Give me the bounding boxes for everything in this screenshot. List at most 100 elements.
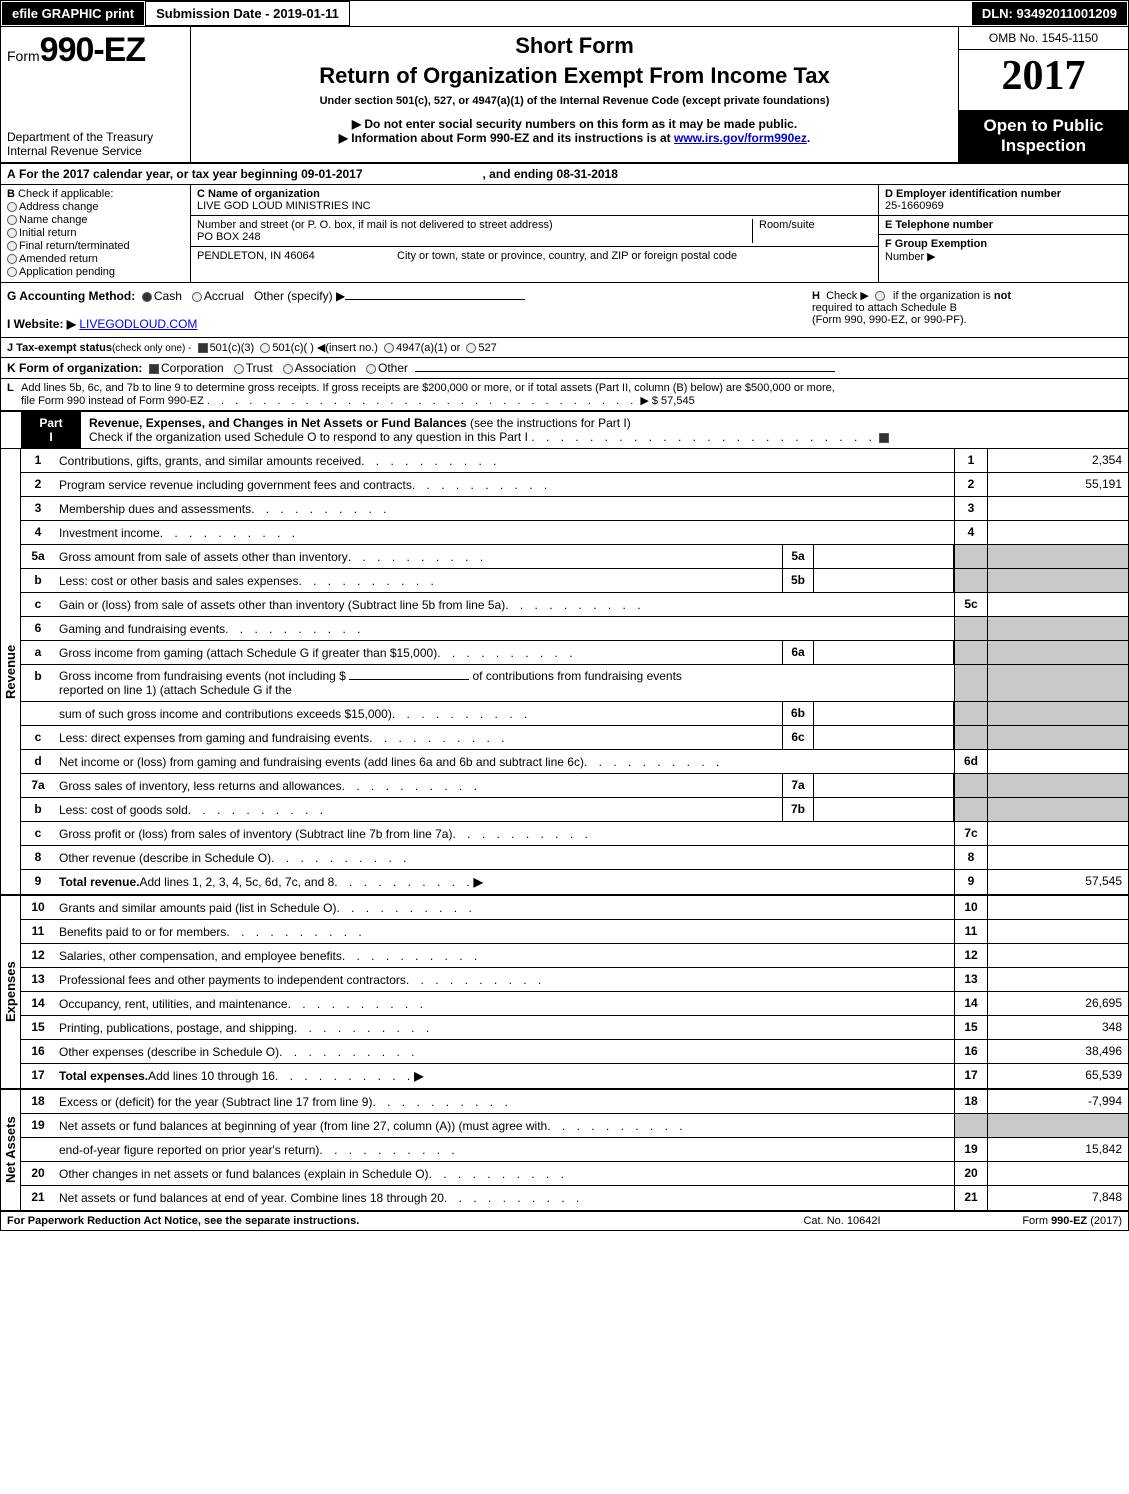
box-number: 19 xyxy=(954,1138,988,1161)
box-value xyxy=(988,944,1128,967)
checkbox-4947[interactable] xyxy=(384,343,394,353)
checkbox-trust[interactable] xyxy=(234,364,244,374)
part1-title: Revenue, Expenses, and Changes in Net As… xyxy=(89,416,467,430)
dots: . . . . . . . . . . xyxy=(429,1167,568,1181)
radio-accrual[interactable] xyxy=(192,292,202,302)
box-value: 38,496 xyxy=(988,1040,1128,1063)
line-row: cGross profit or (loss) from sales of in… xyxy=(21,822,1128,846)
box-value xyxy=(988,920,1128,943)
line-number: 20 xyxy=(21,1162,55,1185)
box-value: 57,545 xyxy=(988,870,1128,894)
d-label: D Employer identification number xyxy=(885,188,1122,200)
checkbox-schedule-o[interactable] xyxy=(879,433,889,443)
line-number xyxy=(21,702,55,725)
k-corp: Corporation xyxy=(161,361,224,375)
box-value xyxy=(988,896,1128,919)
checkbox-application-pending[interactable]: Application pending xyxy=(7,266,184,278)
box-number xyxy=(954,665,988,701)
j-label: J Tax-exempt status xyxy=(7,342,112,354)
c-city-label: City or town, state or province, country… xyxy=(397,250,872,262)
h-t2: if the organization is xyxy=(893,290,994,302)
footer-right: Form 990-EZ (2017) xyxy=(942,1215,1122,1227)
label-a: A xyxy=(7,167,16,181)
dots: . . . . . . . . . . xyxy=(412,478,551,492)
checkbox-final-return[interactable]: Final return/terminated xyxy=(7,240,184,252)
checkbox-corporation[interactable] xyxy=(149,364,159,374)
dln: DLN: 93492011001209 xyxy=(971,1,1128,26)
form-header: Form990-EZ Department of the Treasury In… xyxy=(0,27,1129,164)
checkbox-address-change[interactable]: Address change xyxy=(7,201,184,213)
line-number: 3 xyxy=(21,497,55,520)
radio-cash[interactable] xyxy=(142,292,152,302)
d-ein: 25-1660969 xyxy=(885,200,1122,212)
line-row: 19Net assets or fund balances at beginni… xyxy=(21,1114,1128,1138)
row-j: J Tax-exempt status(check only one) - 50… xyxy=(1,338,1128,358)
checkbox-amended-return[interactable]: Amended return xyxy=(7,253,184,265)
dots: . . . . . . . . . . xyxy=(288,997,427,1011)
dots: . . . . . . . . . . xyxy=(392,707,531,721)
topbar-spacer xyxy=(350,1,971,26)
line-number: 13 xyxy=(21,968,55,991)
form990ez-link[interactable]: www.irs.gov/form990ez xyxy=(674,131,807,145)
topbar: efile GRAPHIC print Submission Date - 20… xyxy=(0,0,1129,27)
footer-left: For Paperwork Reduction Act Notice, see … xyxy=(7,1215,742,1227)
line-number: 6 xyxy=(21,617,55,640)
box-value: 26,695 xyxy=(988,992,1128,1015)
box-value xyxy=(988,1162,1128,1185)
line-row: cGain or (loss) from sale of assets othe… xyxy=(21,593,1128,617)
open-to-public: Open to Public Inspection xyxy=(959,110,1128,162)
box-value: 348 xyxy=(988,1016,1128,1039)
line-number: c xyxy=(21,726,55,749)
line-number: 11 xyxy=(21,920,55,943)
line-row: bLess: cost of goods sold . . . . . . . … xyxy=(21,798,1128,822)
line-description: end-of-year figure reported on prior yea… xyxy=(55,1138,954,1161)
checkbox-initial-return[interactable]: Initial return xyxy=(7,227,184,239)
header-left: Form990-EZ Department of the Treasury In… xyxy=(1,27,191,162)
checkbox-h[interactable] xyxy=(875,291,885,301)
line-number: 7a xyxy=(21,774,55,797)
line-row: 12Salaries, other compensation, and empl… xyxy=(21,944,1128,968)
dots: . . . . . . . . . . xyxy=(547,1119,686,1133)
c-addr-label: Number and street (or P. O. box, if mail… xyxy=(197,219,752,231)
line-row: 17Total expenses. Add lines 10 through 1… xyxy=(21,1064,1128,1088)
checkbox-name-change[interactable]: Name change xyxy=(7,214,184,226)
box-number: 7c xyxy=(954,822,988,845)
box-value xyxy=(988,726,1128,749)
line-row: sum of such gross income and contributio… xyxy=(21,702,1128,726)
line-row: 11Benefits paid to or for members . . . … xyxy=(21,920,1128,944)
c-addr: PO BOX 248 xyxy=(197,231,752,243)
website-link[interactable]: LIVEGODLOUD.COM xyxy=(79,317,197,331)
title-return: Return of Organization Exempt From Incom… xyxy=(203,63,946,89)
f-label: F Group Exemption xyxy=(885,238,1122,250)
dots: . . . . . . . . . . xyxy=(369,731,508,745)
dots: . . . . . . . . . . xyxy=(279,1045,418,1059)
box-value xyxy=(988,702,1128,725)
line-description: Net income or (loss) from gaming and fun… xyxy=(55,750,954,773)
dots: . . . . . . . . . . xyxy=(452,827,591,841)
line-number: 15 xyxy=(21,1016,55,1039)
line-number: 17 xyxy=(21,1064,55,1088)
line-row: 4Investment income . . . . . . . . . .4 xyxy=(21,521,1128,545)
checkbox-other-org[interactable] xyxy=(366,364,376,374)
line-description: Net assets or fund balances at beginning… xyxy=(55,1114,954,1137)
l-text1: Add lines 5b, 6c, and 7b to line 9 to de… xyxy=(21,382,835,394)
line-number: 2 xyxy=(21,473,55,496)
form-prefix: Form xyxy=(7,48,40,64)
box-value: 55,191 xyxy=(988,473,1128,496)
efile-print-button[interactable]: efile GRAPHIC print xyxy=(1,1,145,26)
dots: . . . . . . . . . . xyxy=(505,598,644,612)
h-label: H xyxy=(812,290,820,302)
box-number: 8 xyxy=(954,846,988,869)
sub-box-value xyxy=(814,798,954,821)
line-row: 16Other expenses (describe in Schedule O… xyxy=(21,1040,1128,1064)
tax-year: 2017 xyxy=(959,50,1128,110)
checkbox-527[interactable] xyxy=(466,343,476,353)
line-description: Printing, publications, postage, and shi… xyxy=(55,1016,954,1039)
checkbox-association[interactable] xyxy=(283,364,293,374)
checkbox-501c[interactable] xyxy=(260,343,270,353)
g-cash: Cash xyxy=(154,289,182,303)
dots: . . . . . . . . . . xyxy=(334,875,473,889)
dots: . . . . . . . . . . . . . . . . . . . . … xyxy=(531,430,876,444)
c-org-label: C Name of organization xyxy=(197,188,872,200)
checkbox-501c3[interactable] xyxy=(198,343,208,353)
